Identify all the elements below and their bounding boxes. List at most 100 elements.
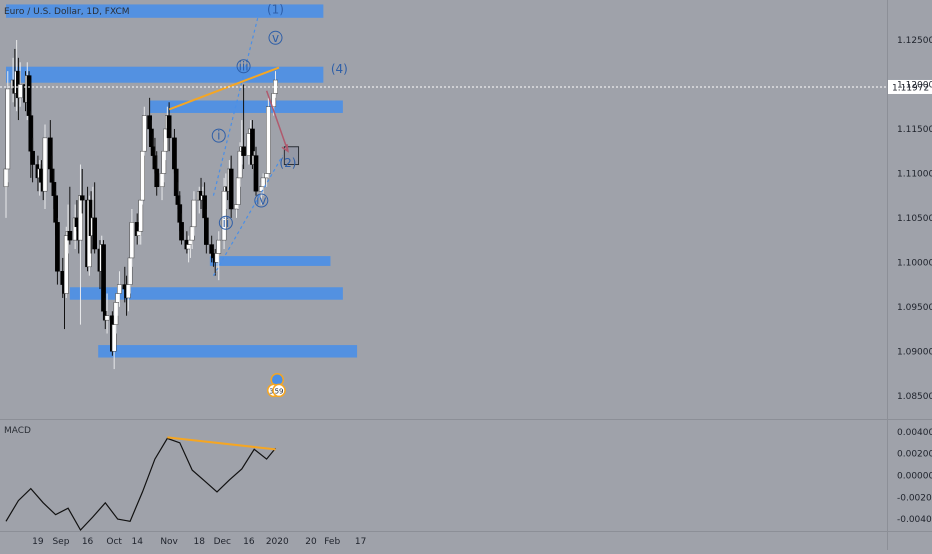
- wave-label: ii: [223, 216, 230, 230]
- event-marker: 59: [272, 383, 286, 398]
- wave-label: iii: [239, 59, 249, 73]
- macd-trendline: [167, 436, 276, 451]
- candle: [228, 155, 234, 218]
- time-tick-label: 16: [243, 537, 255, 547]
- candle-body: [55, 222, 60, 272]
- macd-tick-label: -0.00200: [897, 493, 932, 503]
- candle: [216, 231, 222, 281]
- sr-zone: [98, 345, 358, 358]
- wave-label-circle: [268, 30, 283, 45]
- chart-title: Euro / U.S. Dollar, 1D, FXCM: [4, 7, 130, 17]
- time-tick-label: 14: [131, 537, 143, 547]
- candle-body: [140, 150, 145, 201]
- sr-zone: [6, 4, 324, 18]
- candle-body: [30, 150, 35, 165]
- wave-label-circle: [236, 59, 251, 74]
- candle-body: [228, 168, 234, 210]
- candle-body: [129, 222, 135, 259]
- time-tick-label: 18: [194, 537, 206, 547]
- candle: [179, 213, 184, 245]
- candle-body: [26, 75, 32, 116]
- projection-arrow: [265, 90, 289, 152]
- last-price-label: 1.11972: [892, 83, 929, 93]
- candle-body: [104, 315, 110, 321]
- event-marker-circle: [272, 383, 286, 398]
- wave-label: i: [217, 129, 220, 143]
- price-tick-label: 1.12000: [897, 80, 932, 90]
- candle: [5, 71, 11, 183]
- candle: [92, 182, 98, 254]
- candle: [166, 102, 172, 152]
- macd-label: MACD: [4, 426, 31, 436]
- price-tick-label: 1.11500: [897, 125, 932, 135]
- candle-body: [216, 239, 222, 254]
- candle-body: [253, 155, 259, 192]
- macd-tick-label: 0.00000: [897, 472, 932, 482]
- wave-channel-lower: [212, 155, 284, 277]
- time-tick-label: 19: [32, 537, 44, 547]
- macd-line: [5, 437, 276, 532]
- candle-body: [17, 84, 23, 99]
- macd-tick-label: 0.00400: [897, 428, 932, 438]
- candle-body: [42, 137, 48, 192]
- wave-label: v: [272, 31, 279, 45]
- candle: [104, 293, 110, 334]
- candle: [241, 84, 246, 169]
- time-tick-label: 17: [355, 537, 366, 547]
- wave-label: (4): [331, 62, 348, 76]
- projection-arrowhead: [281, 144, 289, 153]
- candle-body: [191, 199, 197, 228]
- candle-body: [5, 88, 11, 170]
- price-tick-label: 1.09500: [897, 303, 932, 313]
- candle: [260, 173, 266, 196]
- price-tick-label: 1.10000: [897, 258, 932, 268]
- candle: [253, 146, 259, 196]
- candle: [141, 106, 147, 156]
- candle-body: [203, 217, 209, 245]
- candle: [117, 271, 122, 307]
- wave-label-circle: [211, 128, 226, 143]
- event-marker-label: 59: [275, 387, 284, 395]
- sr-zone: [69, 287, 343, 300]
- sr-zone: [209, 256, 331, 266]
- wave-label: iv: [256, 194, 266, 208]
- candle: [42, 124, 48, 209]
- candle-body: [266, 106, 271, 174]
- macd-tick-label: 0.00200: [897, 450, 932, 460]
- time-tick-label: Dec: [214, 537, 231, 547]
- sr-zone: [149, 100, 343, 113]
- candle: [203, 209, 209, 254]
- candle-body: [166, 115, 172, 139]
- candle-body: [179, 222, 184, 241]
- time-tick-label: Nov: [160, 537, 178, 547]
- wave-channel-upper: [212, 17, 259, 196]
- candle-body: [138, 199, 144, 232]
- macd-tick-label: -0.00400: [897, 515, 932, 525]
- price-tick-label: 1.11000: [897, 169, 932, 179]
- candle-body: [260, 177, 266, 188]
- time-tick-label: 2020: [266, 537, 289, 547]
- candle: [266, 97, 271, 178]
- price-trendline: [168, 66, 280, 111]
- time-tick-label: Sep: [52, 537, 69, 547]
- candle-body: [141, 115, 147, 152]
- candle: [191, 191, 197, 236]
- candle-body: [92, 217, 98, 250]
- time-tick-label: Oct: [106, 537, 122, 547]
- candle-body: [154, 168, 160, 188]
- candle: [67, 186, 73, 245]
- wave-label-circle: [218, 215, 233, 230]
- time-tick-label: 16: [82, 537, 94, 547]
- wave-label: (2): [279, 156, 296, 170]
- time-tick-label: 20: [305, 537, 317, 547]
- candle: [17, 62, 23, 107]
- candle-body: [117, 284, 122, 294]
- last-price-badge: [888, 79, 932, 94]
- price-tick-label: 1.12500: [897, 36, 932, 46]
- wave-label: (1): [267, 2, 284, 16]
- price-tick-label: 1.10500: [897, 214, 932, 224]
- candle: [154, 151, 160, 196]
- candle-body: [67, 230, 73, 241]
